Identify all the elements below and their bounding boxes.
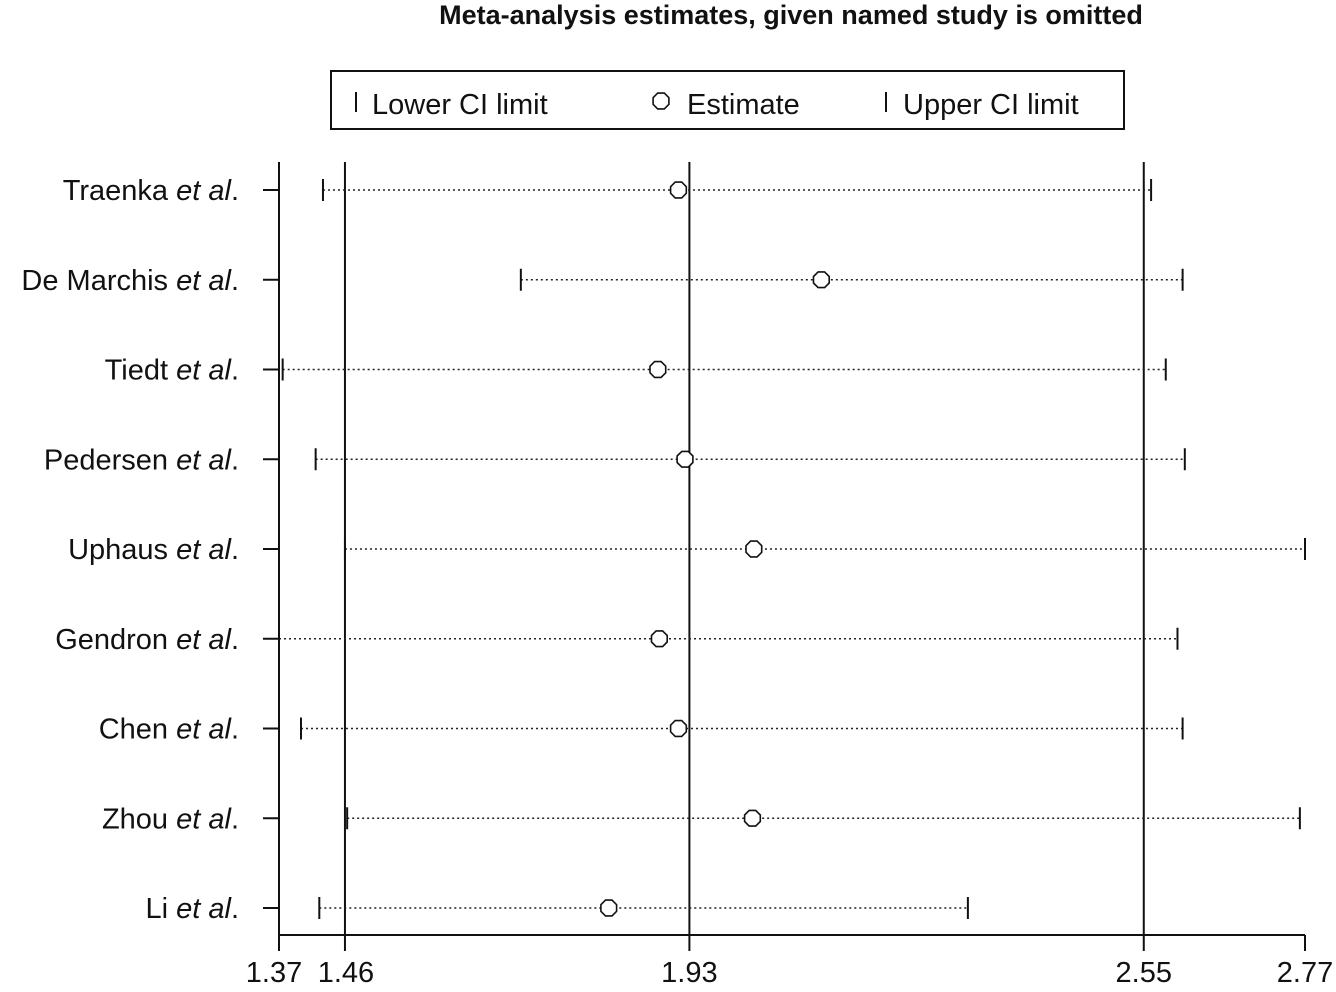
study-name: Chen <box>99 714 176 746</box>
study-suffix: et al <box>176 175 232 207</box>
study-suffix: et al <box>176 714 232 746</box>
x-tick-label: 2.55 <box>1116 957 1172 989</box>
legend-estimate-symbol <box>652 92 670 110</box>
study-row: Pedersen et al. <box>44 444 1186 476</box>
study-name: Uphaus <box>68 534 176 566</box>
x-axis: 1.37 1.46 1.93 2.55 2.77 <box>246 934 1333 989</box>
legend-upper-label: Upper CI limit <box>903 89 1079 121</box>
study-row: Chen et al. <box>99 714 1184 746</box>
y-axis <box>263 162 280 935</box>
study-suffix: et al <box>176 534 232 566</box>
study-suffix: et al <box>176 624 232 656</box>
study-row: Tiedt et al. <box>105 355 1167 387</box>
x-tick-label: 2.77 <box>1277 957 1333 989</box>
estimate-point <box>743 809 762 827</box>
study-label: Pedersen et al. <box>44 444 239 476</box>
study-label: Gendron et al. <box>55 624 239 656</box>
estimate-point <box>669 719 688 738</box>
study-suffix: et al <box>176 803 232 835</box>
estimate-point <box>649 360 667 379</box>
x-tick-label: 1.37 <box>246 957 302 989</box>
study-label: Uphaus et al. <box>68 534 239 566</box>
study-name: Pedersen <box>44 444 176 476</box>
study-row: Gendron et al. <box>55 624 1179 656</box>
study-row: De Marchis et al. <box>21 265 1184 297</box>
study-row: Traenka et al. <box>63 175 1153 207</box>
study-suffix: et al <box>176 355 232 387</box>
study-label: Tiedt et al. <box>105 355 239 387</box>
study-name: Gendron <box>55 624 176 656</box>
legend-lower-label: Lower CI limit <box>372 89 548 121</box>
study-name: Traenka <box>63 175 176 207</box>
legend: Lower CI limit Estimate Upper CI limit <box>330 70 1125 130</box>
estimate-point <box>650 630 669 648</box>
study-label: Chen et al. <box>99 714 239 746</box>
study-name: Zhou <box>102 803 176 835</box>
estimate-point <box>812 271 831 289</box>
x-tick-label: 1.46 <box>318 957 374 989</box>
study-rows: Traenka et al. De Marchis et al. Tiedt et … <box>21 175 1306 925</box>
study-name: De Marchis <box>21 265 176 297</box>
study-row: Zhou et al. <box>102 803 1301 835</box>
estimate-point <box>745 540 763 558</box>
study-suffix: et al <box>176 265 232 297</box>
estimate-point <box>669 181 688 199</box>
study-label: De Marchis et al. <box>21 265 239 297</box>
chart-title: Meta-analysis estimates, given named stu… <box>439 0 1143 30</box>
estimate-point <box>676 450 694 468</box>
legend-estimate-label: Estimate <box>687 89 800 121</box>
study-label: Traenka et al. <box>63 175 239 207</box>
study-row: Li et al. <box>145 893 969 925</box>
study-name: Tiedt <box>105 355 176 387</box>
study-suffix: et al <box>176 893 232 925</box>
estimate-point <box>600 899 618 917</box>
study-label: Zhou et al. <box>102 803 239 835</box>
x-tick-label: 1.93 <box>661 957 717 989</box>
legend-box <box>330 70 1125 130</box>
study-label: Li et al. <box>145 893 239 925</box>
study-name: Li <box>145 893 176 925</box>
study-suffix: et al <box>176 444 232 476</box>
study-row: Uphaus et al. <box>68 534 1306 566</box>
